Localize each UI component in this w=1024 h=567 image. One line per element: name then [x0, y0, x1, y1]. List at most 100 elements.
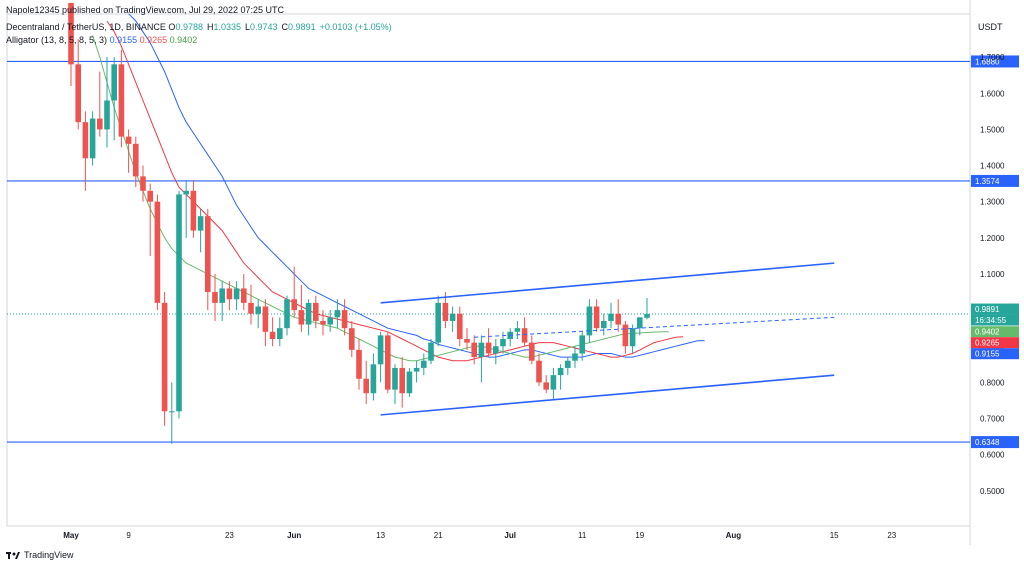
candle-body[interactable]	[478, 342, 485, 358]
candle-body[interactable]	[529, 342, 535, 361]
channel-upper-line[interactable]	[380, 262, 835, 304]
candle-body[interactable]	[406, 371, 413, 394]
horizontal-levels[interactable]: 1.6880 1.3574 0.6348	[7, 55, 1019, 449]
candle-body[interactable]	[205, 216, 211, 293]
candle-body[interactable]	[493, 346, 499, 354]
candle-body[interactable]	[212, 292, 218, 303]
candles[interactable]	[68, 2, 650, 444]
candle-body[interactable]	[118, 64, 125, 137]
candle-body[interactable]	[421, 360, 427, 368]
candle-body[interactable]	[233, 288, 240, 300]
candle-body[interactable]	[68, 2, 74, 65]
candle-body[interactable]	[356, 349, 362, 379]
candle-body[interactable]	[320, 320, 326, 325]
candle-body[interactable]	[327, 317, 333, 325]
candle-body[interactable]	[277, 328, 283, 340]
price-tick: 1.5000	[980, 125, 1005, 134]
candle-body[interactable]	[629, 328, 636, 347]
candle-body[interactable]	[586, 306, 593, 336]
candle-body[interactable]	[89, 118, 96, 159]
candle-body[interactable]	[514, 328, 521, 332]
candle-body[interactable]	[104, 100, 110, 130]
candle-body[interactable]	[471, 342, 477, 358]
candle-body[interactable]	[190, 190, 197, 231]
candle-body[interactable]	[500, 339, 506, 347]
candle-body[interactable]	[241, 288, 247, 303]
candle-body[interactable]	[442, 302, 449, 321]
axis-unit: USDT	[978, 22, 1003, 32]
candle-body[interactable]	[197, 216, 204, 231]
candle-body[interactable]	[385, 335, 391, 390]
price-axis[interactable]: 0.50000.60000.70000.80000.90001.00001.10…	[980, 53, 1005, 496]
candle-body[interactable]	[298, 310, 305, 325]
channel-mid-line[interactable]	[474, 316, 835, 338]
time-axis[interactable]: May 9 23 Jun 13 21 Jul 11 19 Aug 15 23	[63, 531, 897, 540]
ohlc-value: 1.0335	[213, 22, 241, 32]
candle-body[interactable]	[485, 342, 492, 354]
candle-body[interactable]	[161, 302, 168, 412]
candle-body[interactable]	[615, 313, 621, 325]
candle-body[interactable]	[413, 367, 420, 372]
price-label: 16:34:55	[975, 316, 1007, 325]
candle-body[interactable]	[313, 302, 319, 321]
level-label-bg	[971, 174, 1019, 187]
alligator-teeth-line	[106, 20, 684, 362]
candle-body[interactable]	[75, 64, 81, 123]
candle-body[interactable]	[284, 299, 290, 329]
symbol-line: Decentraland / TetherUS, 1D, BINANCE O0.…	[6, 22, 396, 32]
candle-body[interactable]	[457, 313, 463, 340]
footer-brand[interactable]: TradingView	[24, 550, 74, 560]
candle-body[interactable]	[97, 118, 103, 130]
candle-body[interactable]	[572, 353, 578, 361]
candle-body[interactable]	[593, 306, 600, 329]
candle-body[interactable]	[125, 136, 132, 144]
candle-body[interactable]	[399, 367, 405, 394]
candle-body[interactable]	[579, 335, 585, 354]
candle-body[interactable]	[255, 306, 261, 314]
candle-body[interactable]	[392, 367, 398, 390]
candle-body[interactable]	[154, 201, 161, 303]
candle-body[interactable]	[601, 320, 607, 329]
candle-body[interactable]	[269, 331, 276, 340]
candle-body[interactable]	[305, 302, 312, 325]
candle-body[interactable]	[176, 194, 182, 412]
candle-body[interactable]	[449, 313, 456, 321]
candle-body[interactable]	[370, 364, 377, 394]
candle-body[interactable]	[644, 314, 650, 318]
candle-body[interactable]	[147, 190, 153, 202]
candle-body[interactable]	[82, 122, 89, 159]
candle-body[interactable]	[334, 310, 341, 318]
candle-body[interactable]	[543, 382, 549, 390]
candle-body[interactable]	[550, 375, 557, 390]
candle-body[interactable]	[183, 190, 189, 195]
candle-body[interactable]	[291, 299, 297, 311]
candle-body[interactable]	[219, 288, 225, 303]
candle-body[interactable]	[428, 342, 434, 361]
candle-body[interactable]	[377, 335, 384, 365]
candle-body[interactable]	[248, 302, 254, 314]
channel-lower-line[interactable]	[380, 374, 835, 416]
candle-body[interactable]	[133, 143, 139, 177]
candle-body[interactable]	[363, 378, 369, 394]
indicator-name[interactable]: Alligator (13, 8, 5, 8, 5, 3)	[6, 35, 108, 45]
candle-body[interactable]	[565, 360, 571, 368]
candle-body[interactable]	[262, 306, 269, 332]
candle-body[interactable]	[226, 288, 233, 300]
candle-body[interactable]	[111, 64, 117, 101]
candle-body[interactable]	[464, 339, 470, 343]
candle-body[interactable]	[140, 176, 146, 191]
candle-body[interactable]	[341, 310, 348, 329]
candle-body[interactable]	[521, 328, 528, 343]
candle-body[interactable]	[622, 324, 629, 347]
candle-body[interactable]	[608, 313, 614, 321]
candle-body[interactable]	[557, 367, 564, 376]
symbol-name[interactable]: Decentraland / TetherUS, 1D, BINANCE	[6, 22, 166, 32]
candle-body[interactable]	[435, 302, 441, 343]
price-tick: 0.8000	[980, 378, 1005, 387]
candle-body[interactable]	[637, 317, 643, 329]
channel-lines[interactable]	[380, 262, 835, 416]
candle-body[interactable]	[536, 360, 542, 383]
candle-body[interactable]	[349, 328, 355, 350]
candle-body[interactable]	[169, 411, 175, 413]
